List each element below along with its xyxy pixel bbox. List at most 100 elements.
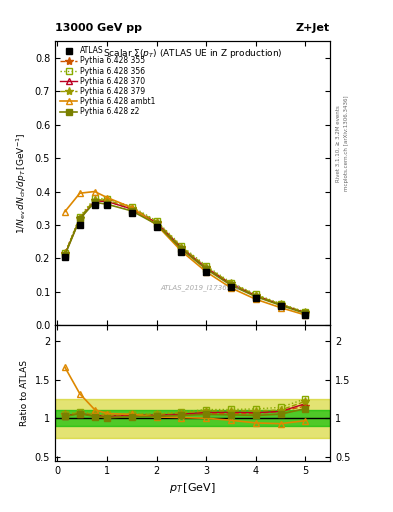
Pythia 6.428 379 xyxy=(204,264,209,270)
Pythia 6.428 379 xyxy=(129,204,134,210)
Bar xyxy=(55,411,330,426)
Pythia 6.428 z2 xyxy=(105,201,109,207)
Pythia 6.428 379 xyxy=(229,280,233,286)
Pythia 6.428 ambt1 xyxy=(62,208,67,215)
Text: Rivet 3.1.10, ≥ 3.2M events: Rivet 3.1.10, ≥ 3.2M events xyxy=(336,105,341,182)
Pythia 6.428 z2 xyxy=(92,199,97,205)
Pythia 6.428 379 xyxy=(92,197,97,203)
Pythia 6.428 356 xyxy=(303,309,308,315)
ATLAS xyxy=(154,224,159,230)
Pythia 6.428 z2 xyxy=(303,310,308,316)
Pythia 6.428 370 xyxy=(154,220,159,226)
Pythia 6.428 356 xyxy=(105,196,109,202)
Pythia 6.428 355 xyxy=(179,245,184,251)
Pythia 6.428 ambt1 xyxy=(253,296,258,303)
ATLAS xyxy=(278,303,283,309)
Pythia 6.428 370 xyxy=(253,292,258,298)
ATLAS xyxy=(229,284,233,290)
Pythia 6.428 z2 xyxy=(204,266,209,272)
Pythia 6.428 ambt1 xyxy=(92,188,97,195)
Pythia 6.428 z2 xyxy=(179,246,184,252)
ATLAS xyxy=(204,269,209,275)
Pythia 6.428 356 xyxy=(229,280,233,286)
Line: Pythia 6.428 355: Pythia 6.428 355 xyxy=(61,196,310,317)
Text: 13000 GeV pp: 13000 GeV pp xyxy=(55,23,142,33)
Text: mcplots.cern.ch [arXiv:1306.3436]: mcplots.cern.ch [arXiv:1306.3436] xyxy=(344,96,349,191)
Y-axis label: $1/N_{\rm ev}\,dN_{\rm ch}/dp_T\,[\mathrm{GeV}^{-1}]$: $1/N_{\rm ev}\,dN_{\rm ch}/dp_T\,[\mathr… xyxy=(15,133,29,234)
Text: Scalar $\Sigma(p_T)$ (ATLAS UE in Z production): Scalar $\Sigma(p_T)$ (ATLAS UE in Z prod… xyxy=(103,47,282,60)
Pythia 6.428 ambt1 xyxy=(229,285,233,291)
Pythia 6.428 356 xyxy=(179,243,184,249)
Bar xyxy=(55,399,330,438)
Pythia 6.428 356 xyxy=(129,203,134,209)
ATLAS xyxy=(92,202,97,208)
Pythia 6.428 356 xyxy=(278,301,283,307)
Text: Z+Jet: Z+Jet xyxy=(296,23,330,33)
Pythia 6.428 379 xyxy=(179,244,184,250)
Pythia 6.428 ambt1 xyxy=(179,248,184,254)
Pythia 6.428 355 xyxy=(278,302,283,308)
ATLAS xyxy=(303,312,308,318)
Line: Pythia 6.428 ambt1: Pythia 6.428 ambt1 xyxy=(61,188,309,318)
Pythia 6.428 379 xyxy=(77,215,82,221)
ATLAS xyxy=(105,202,109,208)
Pythia 6.428 370 xyxy=(92,198,97,204)
Pythia 6.428 355 xyxy=(154,220,159,226)
Y-axis label: Ratio to ATLAS: Ratio to ATLAS xyxy=(20,360,29,426)
Pythia 6.428 370 xyxy=(204,265,209,271)
Line: Pythia 6.428 379: Pythia 6.428 379 xyxy=(61,196,310,316)
X-axis label: $p_T\,[\mathrm{GeV}]$: $p_T\,[\mathrm{GeV}]$ xyxy=(169,481,216,495)
Pythia 6.428 ambt1 xyxy=(105,195,109,201)
Pythia 6.428 355 xyxy=(129,206,134,212)
ATLAS xyxy=(253,294,258,301)
Pythia 6.428 z2 xyxy=(253,293,258,300)
Pythia 6.428 ambt1 xyxy=(204,269,209,275)
Pythia 6.428 ambt1 xyxy=(303,312,308,318)
Line: Pythia 6.428 z2: Pythia 6.428 z2 xyxy=(62,200,308,316)
Pythia 6.428 ambt1 xyxy=(278,305,283,311)
Pythia 6.428 ambt1 xyxy=(129,204,134,210)
ATLAS xyxy=(62,254,67,260)
Pythia 6.428 379 xyxy=(62,251,67,257)
Pythia 6.428 355 xyxy=(105,198,109,204)
Pythia 6.428 370 xyxy=(105,199,109,205)
Pythia 6.428 355 xyxy=(229,282,233,288)
Pythia 6.428 z2 xyxy=(278,302,283,308)
Pythia 6.428 ambt1 xyxy=(154,222,159,228)
Pythia 6.428 370 xyxy=(62,251,67,258)
Pythia 6.428 379 xyxy=(253,292,258,298)
Pythia 6.428 355 xyxy=(303,310,308,316)
Line: ATLAS: ATLAS xyxy=(61,201,309,318)
Legend: ATLAS, Pythia 6.428 355, Pythia 6.428 356, Pythia 6.428 370, Pythia 6.428 379, P: ATLAS, Pythia 6.428 355, Pythia 6.428 35… xyxy=(59,45,157,118)
Pythia 6.428 355 xyxy=(62,250,67,257)
Pythia 6.428 356 xyxy=(62,250,67,257)
Pythia 6.428 355 xyxy=(253,293,258,299)
ATLAS xyxy=(77,222,82,228)
Pythia 6.428 379 xyxy=(278,301,283,307)
Pythia 6.428 z2 xyxy=(62,252,67,258)
Pythia 6.428 370 xyxy=(77,216,82,222)
Pythia 6.428 379 xyxy=(105,197,109,203)
Pythia 6.428 356 xyxy=(92,195,97,201)
Pythia 6.428 355 xyxy=(77,215,82,221)
Text: ATLAS_2019_I1736531: ATLAS_2019_I1736531 xyxy=(161,285,241,291)
Pythia 6.428 356 xyxy=(77,214,82,220)
Line: Pythia 6.428 356: Pythia 6.428 356 xyxy=(62,196,308,315)
Pythia 6.428 379 xyxy=(303,309,308,315)
Pythia 6.428 356 xyxy=(253,291,258,297)
Pythia 6.428 370 xyxy=(129,206,134,212)
Line: Pythia 6.428 370: Pythia 6.428 370 xyxy=(62,198,308,315)
Pythia 6.428 370 xyxy=(229,281,233,287)
Pythia 6.428 356 xyxy=(154,218,159,224)
Pythia 6.428 355 xyxy=(92,197,97,203)
Pythia 6.428 355 xyxy=(204,265,209,271)
Pythia 6.428 z2 xyxy=(229,282,233,288)
ATLAS xyxy=(179,249,184,255)
Pythia 6.428 379 xyxy=(154,219,159,225)
Pythia 6.428 370 xyxy=(303,310,308,316)
ATLAS xyxy=(129,210,134,217)
Pythia 6.428 370 xyxy=(179,245,184,251)
Pythia 6.428 ambt1 xyxy=(77,190,82,196)
Pythia 6.428 370 xyxy=(278,302,283,308)
Pythia 6.428 z2 xyxy=(77,216,82,222)
